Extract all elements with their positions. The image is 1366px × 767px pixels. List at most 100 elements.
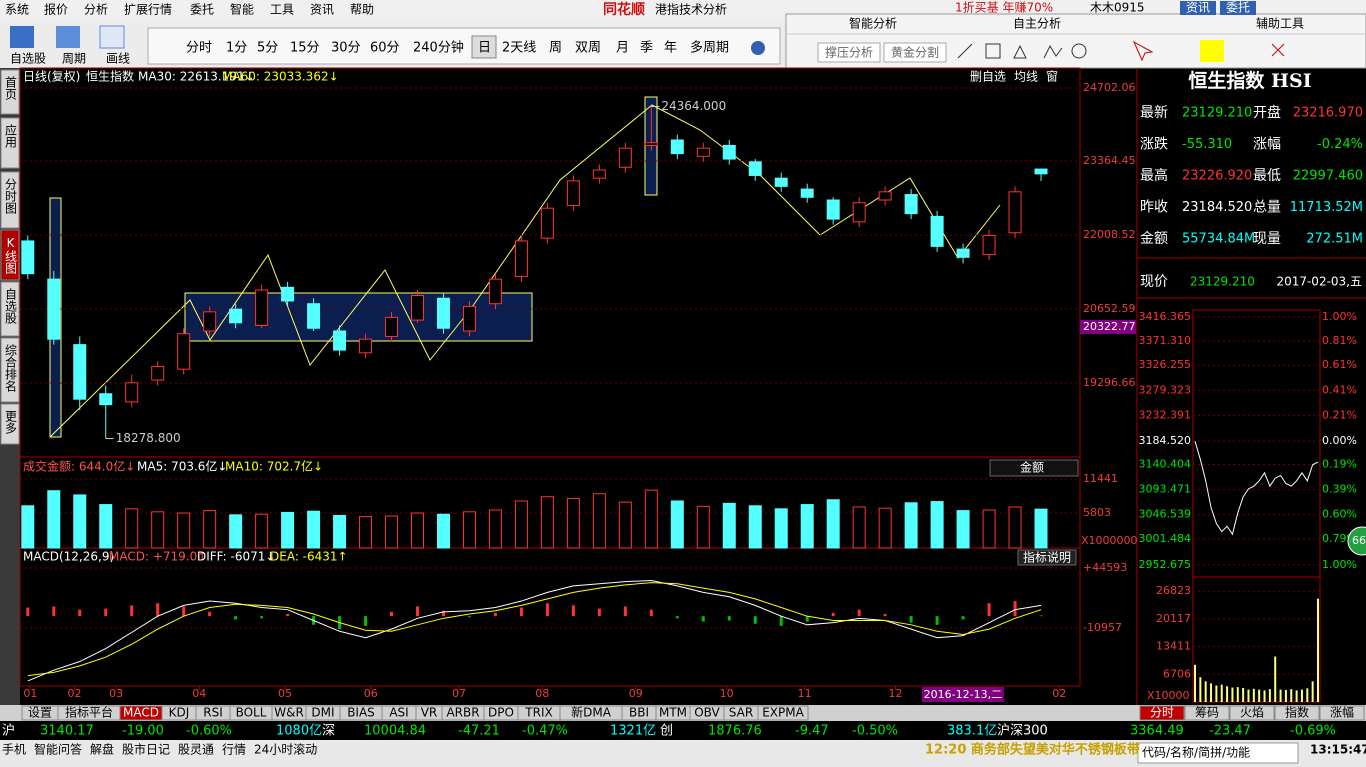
toolbar-label[interactable]: 画线 [106, 52, 130, 66]
indicator-tab[interactable]: 指标平台 [65, 705, 113, 720]
indicator-tab[interactable]: EXPMA [762, 706, 804, 720]
sidebar-tab[interactable]: 应用 [4, 123, 18, 149]
indicator-tab[interactable]: MTM [659, 706, 687, 720]
period-button[interactable]: 2天线 [502, 41, 536, 56]
sidebar-tab-bg[interactable] [0, 229, 20, 281]
chart-button[interactable]: 均线 [1014, 70, 1038, 84]
period-button[interactable]: 双周 [575, 41, 601, 56]
panel-tab[interactable]: 辅助工具 [1256, 17, 1304, 31]
sidebar-tab[interactable]: K线图 [4, 236, 18, 274]
chart-button[interactable]: 删自选 [970, 70, 1006, 84]
period-button[interactable]: 分时 [186, 41, 212, 56]
menu-item[interactable]: 工具 [270, 3, 294, 17]
side-tab[interactable]: 筹码 [1195, 706, 1219, 720]
panel-button-bg[interactable] [883, 42, 947, 63]
button-bg[interactable] [1220, 1, 1256, 15]
indicator-tab[interactable]: TRIX [524, 706, 552, 720]
menu-item[interactable]: 委托 [190, 3, 214, 17]
period-button[interactable]: 年 [664, 41, 677, 56]
tool-icons[interactable] [1132, 40, 1285, 62]
footer-link[interactable]: 24小时滚动 [254, 742, 317, 757]
menu-item[interactable]: 资讯 [310, 3, 334, 17]
indicator-tab[interactable]: VR [421, 706, 438, 720]
period-button[interactable]: 15分 [290, 41, 320, 56]
color-swatch[interactable] [1200, 40, 1224, 62]
footer-link[interactable]: 股灵通 [178, 743, 214, 757]
side-tab[interactable]: 涨幅 [1330, 705, 1354, 720]
panel-button[interactable]: 撑压分析 [825, 45, 873, 60]
sidebar-tab[interactable]: 分时图 [4, 178, 18, 214]
selector[interactable]: 金额 [1020, 460, 1044, 475]
panel-tab[interactable]: 自主分析 [1013, 17, 1061, 31]
sidebar-tab-bg[interactable] [0, 281, 20, 337]
footer-link[interactable]: 行情 [222, 743, 246, 757]
indicator-tab[interactable]: RSI [203, 706, 223, 720]
period-button[interactable]: 1分 [226, 41, 247, 56]
period-button[interactable]: 日 [478, 41, 491, 56]
button[interactable]: 资讯 [1186, 1, 1210, 15]
toolbar-label[interactable]: 周期 [62, 52, 86, 66]
side-tab[interactable]: 分时 [1150, 706, 1174, 720]
indicator-tab[interactable]: MACD [123, 706, 159, 720]
button-bg[interactable] [1017, 549, 1077, 566]
menu-item[interactable]: 扩展行情 [124, 3, 172, 17]
period-button[interactable]: 周 [549, 41, 562, 56]
footer-link[interactable]: 解盘 [90, 742, 114, 757]
panel-tab[interactable]: 智能分析 [849, 16, 897, 31]
sidebar-tab-bg[interactable] [0, 337, 20, 403]
tab-bg[interactable] [757, 705, 809, 721]
tab-bg[interactable] [1274, 705, 1320, 721]
indicator-tab[interactable]: ARBR [446, 706, 479, 720]
tab-bg[interactable] [1184, 705, 1230, 721]
indicator-tab[interactable]: BIAS [347, 706, 375, 720]
ad[interactable]: 1折买基 年赚70% [955, 0, 1053, 15]
tab-bg[interactable] [1139, 705, 1185, 721]
period-button[interactable]: 多周期 [690, 40, 729, 56]
menu-item[interactable]: 系统 [5, 3, 29, 17]
panel-button[interactable]: 黄金分割 [891, 45, 939, 60]
sidebar-tab[interactable]: 首页 [4, 76, 18, 101]
period-button[interactable]: 30分 [331, 41, 361, 56]
period-button[interactable]: 60分 [370, 41, 400, 56]
indicator-tab[interactable]: W&R [274, 706, 304, 720]
menu-item[interactable]: 帮助 [350, 3, 374, 17]
period-button[interactable]: 240分钟 [413, 40, 464, 56]
sidebar-tab-bg[interactable] [0, 69, 20, 115]
menu-item[interactable]: 分析 [84, 3, 108, 17]
indicator-tab[interactable]: DMI [311, 706, 334, 720]
settings-icon[interactable] [751, 41, 765, 55]
news[interactable]: 12:20 商务部失望美对华不锈钢板带 [925, 742, 1140, 758]
indicator-tab[interactable]: 设置 [28, 706, 52, 720]
toolbar-label[interactable]: 自选股 [10, 52, 46, 66]
indicator-tab[interactable]: DPO [488, 706, 514, 720]
footer-link[interactable]: 手机 [2, 743, 26, 757]
button-bg[interactable] [1180, 1, 1216, 15]
search-box[interactable] [1137, 742, 1299, 764]
draw-tools[interactable] [957, 43, 1087, 59]
sidebar-tab[interactable]: 自选股 [4, 288, 18, 325]
indicator-tab[interactable]: BOLL [236, 706, 267, 720]
indicator-tab[interactable]: 新DMA [571, 705, 612, 720]
period-button[interactable]: 月 [616, 41, 629, 56]
sidebar-tab[interactable]: 更多 [4, 410, 18, 435]
button[interactable]: 委托 [1226, 1, 1250, 15]
selector-bg[interactable] [989, 459, 1079, 477]
sidebar-tab-bg[interactable] [0, 403, 20, 445]
side-tab[interactable]: 火焰 [1240, 705, 1264, 720]
search-placeholder[interactable]: 代码/名称/简拼/功能 [1142, 745, 1250, 760]
side-tab[interactable]: 指数 [1285, 705, 1309, 720]
indicator-tab[interactable]: OBV [694, 706, 720, 720]
indicator-help[interactable]: 指标说明 [1023, 550, 1071, 565]
chart-button[interactable]: 窗 [1046, 70, 1058, 84]
indicator-tab[interactable]: ASI [389, 706, 408, 720]
footer-link[interactable]: 智能问答 [34, 742, 82, 757]
period-button[interactable]: 5分 [257, 41, 278, 56]
sidebar-tab-bg[interactable] [0, 171, 20, 229]
tab-bg[interactable] [1229, 705, 1275, 721]
menu-item[interactable]: 智能 [230, 2, 254, 17]
period-button[interactable]: 季 [640, 41, 653, 56]
tab-bg[interactable] [1319, 705, 1365, 721]
indicator-tab[interactable]: SAR [729, 706, 753, 720]
menu-item[interactable]: 报价 [44, 2, 68, 17]
panel-button-bg[interactable] [817, 42, 881, 63]
